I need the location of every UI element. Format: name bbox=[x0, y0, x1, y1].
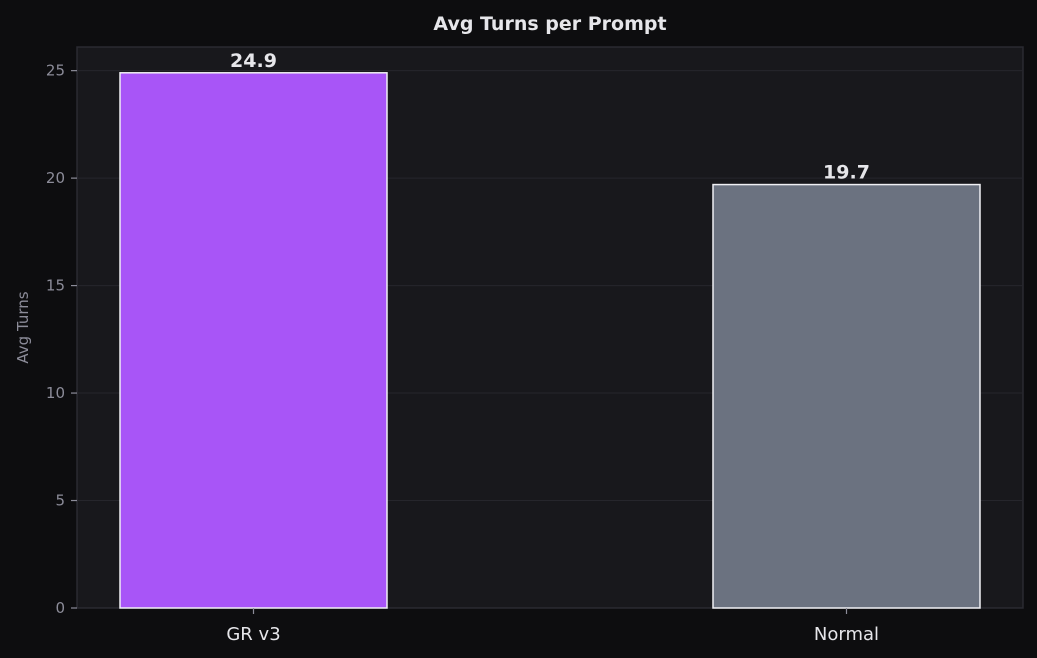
y-tick-label: 10 bbox=[46, 384, 65, 402]
value-labels: 24.9 19.7 bbox=[230, 50, 870, 184]
bar-value-label: 19.7 bbox=[823, 162, 870, 184]
y-tick-label: 25 bbox=[46, 62, 65, 80]
x-axis-ticks: GR v3 Normal bbox=[226, 608, 879, 645]
y-axis-label: Avg Turns bbox=[14, 291, 32, 363]
bar-normal bbox=[712, 183, 981, 609]
x-tick-label: GR v3 bbox=[226, 624, 280, 645]
y-axis-ticks: 0 5 10 15 20 25 bbox=[46, 62, 77, 617]
y-tick-label: 0 bbox=[55, 599, 65, 617]
y-tick-label: 5 bbox=[55, 492, 65, 510]
y-tick-label: 20 bbox=[46, 169, 65, 187]
bar-gr-v3 bbox=[119, 72, 388, 609]
chart-title: Avg Turns per Prompt bbox=[433, 13, 666, 35]
bar-value-label: 24.9 bbox=[230, 50, 277, 72]
bars bbox=[119, 72, 981, 609]
y-tick-label: 15 bbox=[46, 277, 65, 295]
x-tick-label: Normal bbox=[814, 624, 879, 645]
